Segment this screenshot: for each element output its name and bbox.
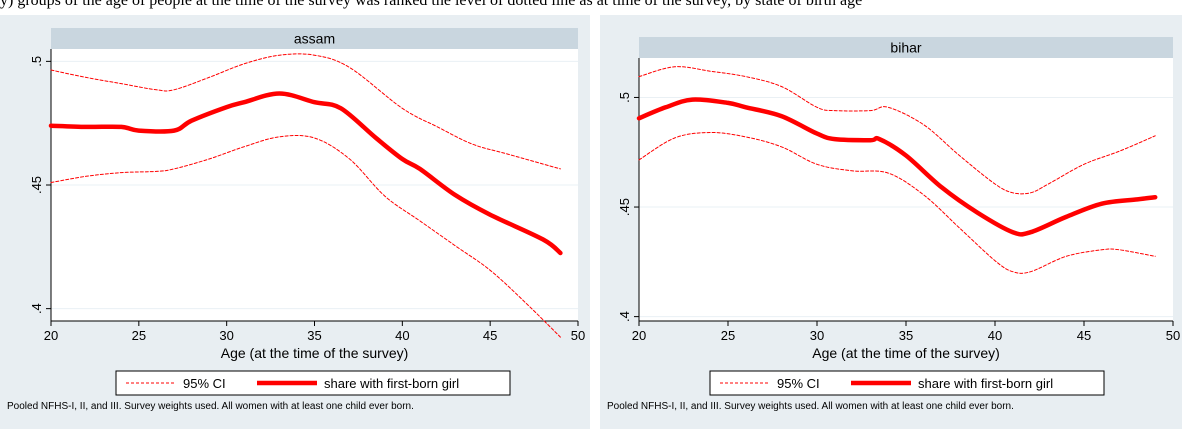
chart-note: Pooled NFHS-I, II, and III. Survey weigh… [607, 401, 1014, 412]
x-tick-label: 50 [1166, 328, 1180, 343]
y-tick-label: .5 [29, 56, 44, 67]
x-tick-label: 30 [810, 328, 824, 343]
x-tick-label: 20 [632, 328, 646, 343]
x-tick-label: 20 [44, 328, 58, 343]
legend-label-ci: 95% CI [777, 376, 820, 391]
series-line-lower [638, 131, 1156, 274]
x-tick-label: 50 [571, 328, 585, 343]
cropped-caption-line: y) groups of the age of people at the ti… [0, 0, 863, 9]
panel-title: assam [294, 31, 335, 47]
y-tick-label: .45 [617, 198, 632, 216]
x-tick-label: 40 [988, 328, 1002, 343]
line-chart-assam: assam .4 .45 .5 20 25 30 35 40 45 50 Age (at the ti… [7, 28, 585, 412]
y-tick-label: .5 [617, 92, 632, 103]
chart-panel-assam: assam .4 .45 .5 20 25 30 35 40 45 50 Age (at the ti… [0, 15, 590, 429]
series-line-main [636, 97, 1158, 237]
x-axis-title: Age (at the time of the survey) [221, 345, 409, 361]
legend-label-ci: 95% CI [183, 376, 226, 391]
x-tick-label: 35 [899, 328, 913, 343]
y-tick-label: .45 [29, 176, 44, 194]
legend-label-main: share with first-born girl [918, 376, 1053, 391]
chart-panel-bihar: bihar .4 .45 .5 20 25 30 35 40 45 50 Age (at the ti… [600, 15, 1182, 429]
panel-gap [590, 15, 600, 429]
y-tick-label: .4 [617, 311, 632, 322]
x-tick-label: 45 [1077, 328, 1091, 343]
x-tick-label: 25 [132, 328, 146, 343]
series-line-lower [50, 134, 561, 338]
x-axis-title: Age (at the time of the survey) [812, 345, 1000, 361]
y-tick-label: .4 [29, 303, 44, 314]
line-chart-bihar: bihar .4 .45 .5 20 25 30 35 40 45 50 Age (at the ti… [607, 37, 1180, 412]
panel-header-strip [639, 37, 1173, 58]
x-tick-label: 40 [395, 328, 409, 343]
x-tick-label: 25 [721, 328, 735, 343]
panel-title: bihar [890, 40, 921, 56]
x-tick-label: 35 [307, 328, 321, 343]
chart-note: Pooled NFHS-I, II, and III. Survey weigh… [7, 401, 414, 412]
series-line-upper [638, 66, 1156, 195]
legend-label-main: share with first-born girl [324, 376, 459, 391]
series-line-upper [50, 53, 561, 170]
panel-header-strip [51, 28, 578, 49]
series-line-main [48, 91, 563, 256]
x-tick-label: 30 [219, 328, 233, 343]
x-tick-label: 45 [483, 328, 497, 343]
